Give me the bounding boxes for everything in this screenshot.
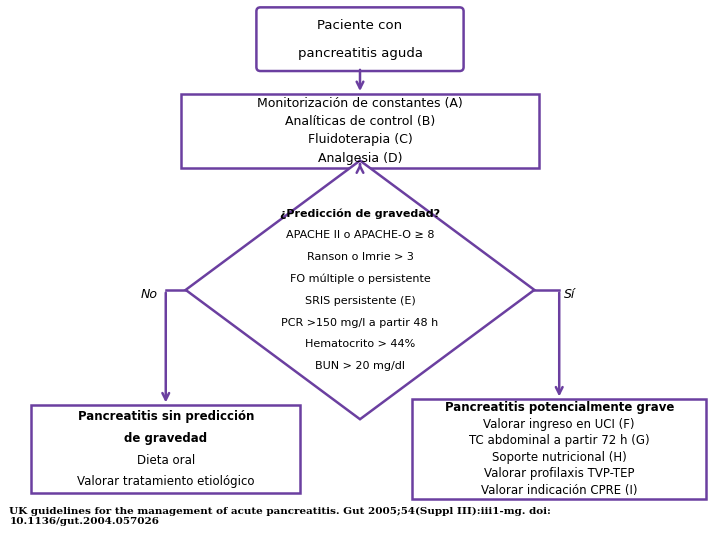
Text: Pancreatitis potencialmente grave: Pancreatitis potencialmente grave [444,401,674,414]
Text: Valorar ingreso en UCI (F): Valorar ingreso en UCI (F) [483,418,635,431]
Text: TC abdominal a partir 72 h (G): TC abdominal a partir 72 h (G) [469,434,649,447]
Bar [181,94,539,167]
Text: No: No [140,288,157,301]
Text: Ranson o Imrie > 3: Ranson o Imrie > 3 [307,252,413,262]
Text: Soporte nutricional (H): Soporte nutricional (H) [492,451,626,464]
Bar [31,406,300,493]
Text: Monitorización de constantes (A): Monitorización de constantes (A) [257,97,463,110]
Text: Pancreatitis sin predicción: Pancreatitis sin predicción [78,410,254,423]
Text: Fluidoterapia (C): Fluidoterapia (C) [307,133,413,146]
FancyBboxPatch shape [256,8,464,71]
Text: de gravedad: de gravedad [124,431,207,444]
Text: Paciente con: Paciente con [318,19,402,32]
Text: Dieta oral: Dieta oral [137,454,195,467]
Bar [413,400,706,499]
Text: Analíticas de control (B): Analíticas de control (B) [285,115,435,128]
Text: Sí: Sí [564,288,575,301]
Text: FO múltiple o persistente: FO múltiple o persistente [289,274,431,284]
Polygon shape [186,160,534,419]
Text: APACHE II o APACHE-O ≥ 8: APACHE II o APACHE-O ≥ 8 [286,231,434,240]
Text: UK guidelines for the management of acute pancreatitis. Gut 2005;54(Suppl III):i: UK guidelines for the management of acut… [9,507,552,526]
Text: SRIS persistente (E): SRIS persistente (E) [305,296,415,306]
Text: Valorar tratamiento etiológico: Valorar tratamiento etiológico [77,475,254,488]
Text: Analgesia (D): Analgesia (D) [318,152,402,165]
Text: BUN > 20 mg/dl: BUN > 20 mg/dl [315,361,405,372]
Text: Hematocrito > 44%: Hematocrito > 44% [305,340,415,349]
Text: pancreatitis aguda: pancreatitis aguda [297,46,423,59]
Text: Valorar indicación CPRE (I): Valorar indicación CPRE (I) [481,484,637,497]
Text: PCR >150 mg/l a partir 48 h: PCR >150 mg/l a partir 48 h [282,318,438,328]
Text: ¿Predicción de gravedad?: ¿Predicción de gravedad? [280,208,440,219]
Text: Valorar profilaxis TVP-TEP: Valorar profilaxis TVP-TEP [484,468,634,481]
